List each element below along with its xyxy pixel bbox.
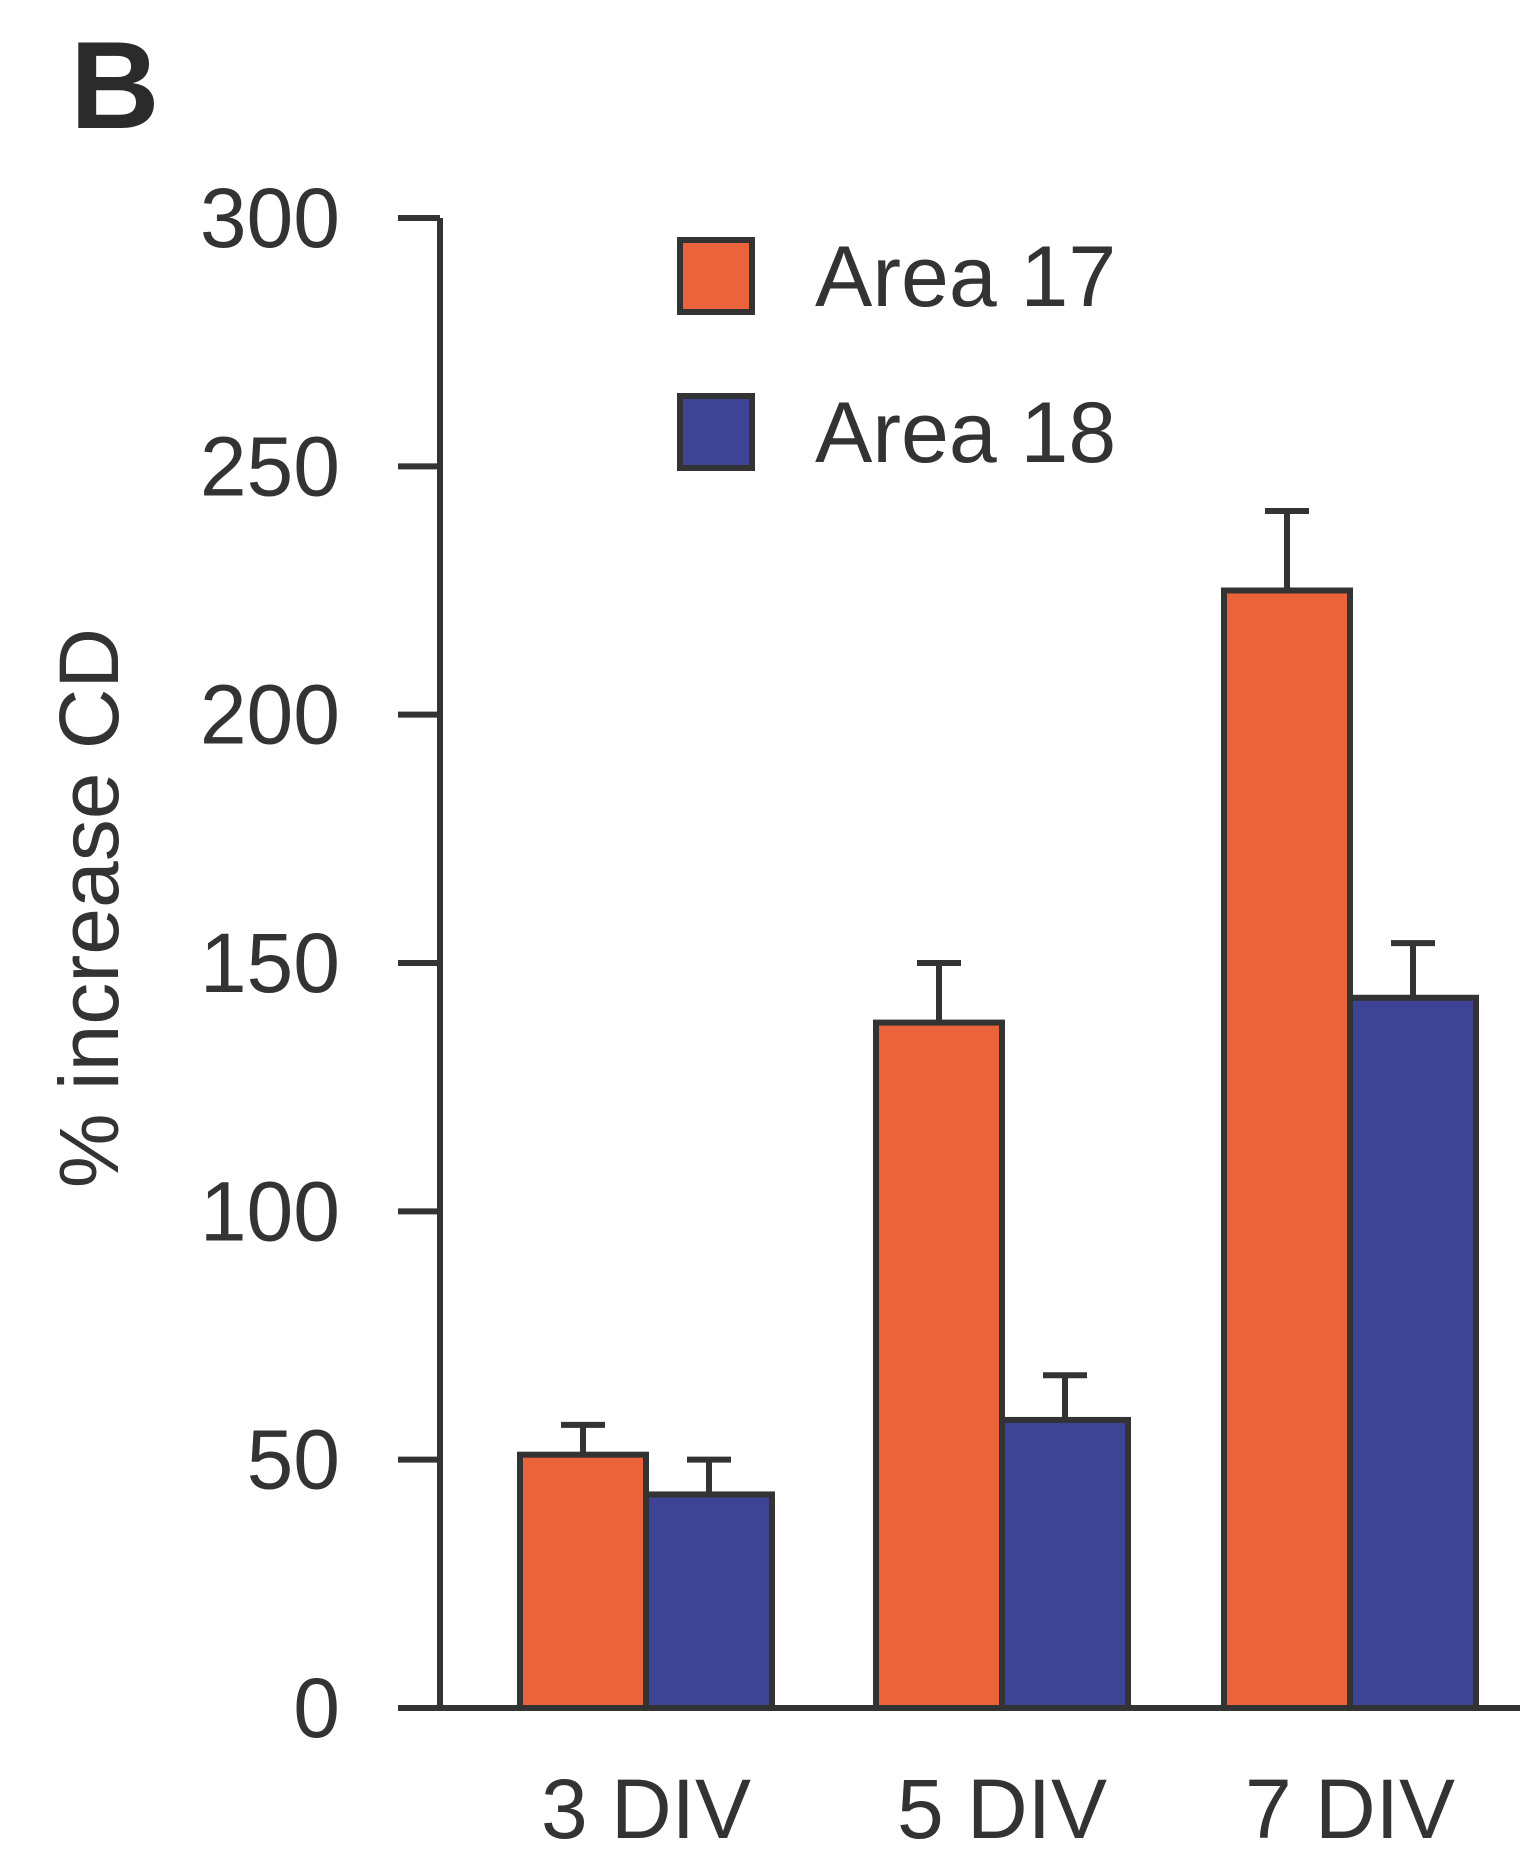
x-tick-label: 7 DIV — [1245, 1762, 1455, 1856]
error-bars — [561, 508, 1435, 1495]
y-tick-label: 0 — [293, 1661, 340, 1755]
y-tick-label: 250 — [200, 419, 340, 513]
bar-area-17-7-div — [1221, 587, 1353, 1711]
x-tick-label: 5 DIV — [897, 1762, 1107, 1856]
y-tick-label: 150 — [200, 916, 340, 1010]
bar-area-17-3-div — [517, 1451, 649, 1711]
y-axis-ticks: 0 50 100 150 200 250 300 — [200, 171, 440, 1755]
bar-area-18-3-div — [643, 1491, 775, 1712]
legend: Area 17 Area 18 — [677, 229, 1116, 481]
y-tick-label: 300 — [200, 171, 340, 265]
bar-area-17-5-div — [873, 1019, 1005, 1711]
y-axis-title-group: % increase CD — [42, 628, 136, 1188]
y-axis-title: % increase CD — [42, 628, 136, 1188]
x-axis-labels: 3 DIV 5 DIV 7 DIV — [541, 1762, 1455, 1856]
x-tick-label: 3 DIV — [541, 1762, 751, 1856]
bars — [517, 587, 1479, 1712]
legend-swatch-area-18 — [677, 393, 755, 471]
y-tick-label: 50 — [247, 1413, 340, 1507]
panel-label: B — [70, 17, 160, 155]
bar-area-18-5-div — [999, 1416, 1131, 1712]
legend-label: Area 18 — [815, 385, 1116, 481]
y-tick-label: 200 — [200, 668, 340, 762]
legend-label: Area 17 — [815, 229, 1116, 325]
bar-area-18-7-div — [1347, 994, 1479, 1711]
legend-swatch-area-17 — [677, 237, 755, 315]
y-tick-label: 100 — [200, 1164, 340, 1258]
